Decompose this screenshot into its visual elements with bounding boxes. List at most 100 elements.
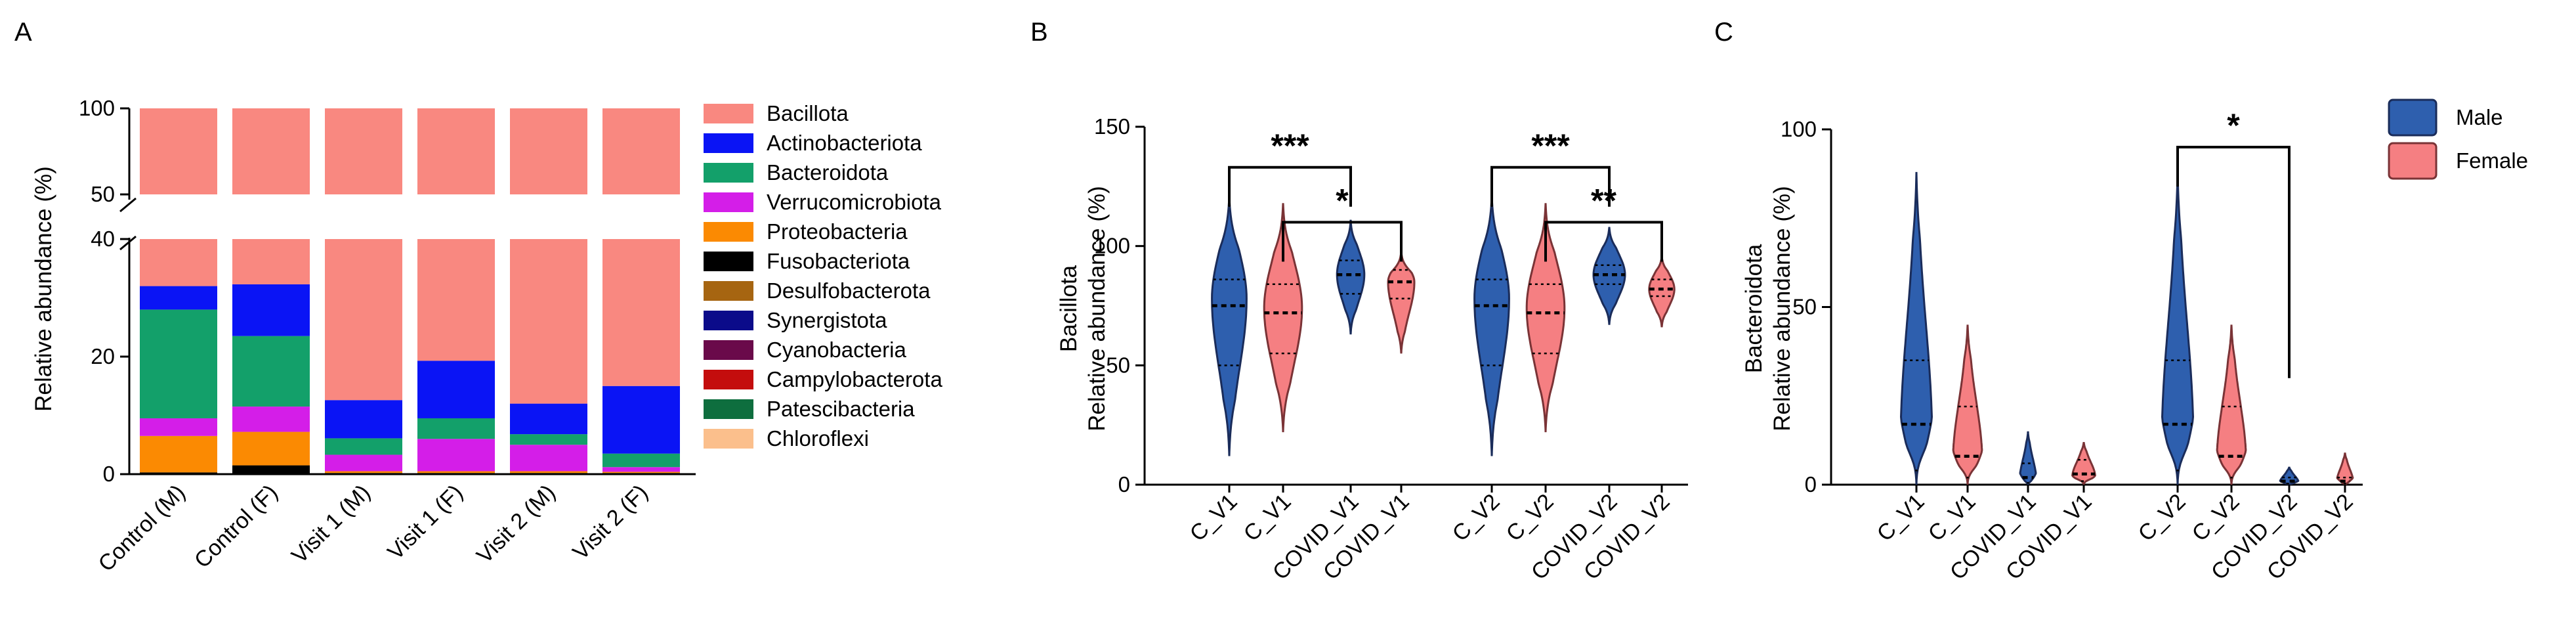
- bar-segment-verrucomicrobiota: [602, 467, 680, 472]
- panel-c-y-axis-label: Bacteroidota: [1741, 244, 1767, 373]
- violin-body: [1952, 324, 1983, 485]
- bar-segment-actinobacteriota: [140, 286, 217, 310]
- violin-male-covid_v2: [2279, 466, 2300, 486]
- violin-body: [1899, 171, 1933, 485]
- legend-swatch-fusobacteriota: [704, 252, 753, 271]
- significance-label: ***: [1531, 127, 1570, 164]
- bar-segment-bacteroidota: [417, 418, 495, 439]
- axis-break-mark: [119, 235, 137, 251]
- bar-segment-actinobacteriota: [232, 284, 310, 336]
- y-tick-label: 100: [79, 96, 115, 120]
- x-tick-label: Visit 1 (F): [383, 480, 467, 565]
- violin-female-covid_v1: [2071, 441, 2096, 485]
- violin-male-c_v2: [1473, 193, 1510, 456]
- bar-segment-actinobacteriota: [417, 361, 495, 418]
- legend-swatch-campylobacterota: [704, 370, 753, 389]
- significance-bracket: [1490, 165, 1611, 207]
- bar-segment-actinobacteriota: [602, 386, 680, 454]
- violin-male-covid_v1: [1336, 219, 1366, 335]
- bar-segment-bacillota-upper: [325, 108, 402, 194]
- legend-swatch-actinobacteriota: [704, 133, 753, 153]
- violin-female-c_v1: [1263, 203, 1303, 433]
- legend-swatch-chloroflexi: [704, 429, 753, 449]
- bar-segment-bacteroidota: [232, 336, 310, 407]
- panel-a-stacked-bar-chart: Relative abundance (%) Control (M) Contro…: [31, 96, 942, 577]
- bar-segment-bacillota-upper: [602, 108, 680, 194]
- x-tick-label: C_V2: [2134, 489, 2191, 546]
- legend-swatch-female: [2388, 142, 2438, 180]
- y-tick-label: 150: [1094, 114, 1130, 139]
- panel-c-y-axis-label-2: Relative abundance (%): [1769, 186, 1795, 431]
- y-tick-label: 100: [1781, 117, 1817, 141]
- violin-female-c_v2: [1525, 203, 1566, 433]
- bar-segment-verrucomicrobiota: [417, 439, 495, 472]
- y-tick-label: 50: [1106, 353, 1130, 377]
- panel-b-violin-chart: Bacillota Relative abundance (%) 0 50 100 1…: [1056, 114, 1688, 585]
- significance-bracket: [1282, 221, 1403, 262]
- bar-segment-bacteroidota: [510, 434, 587, 445]
- violin-male-c_v2: [2161, 171, 2195, 485]
- violin-body: [1648, 255, 1676, 328]
- x-tick-label: Visit 2 (M): [472, 480, 560, 569]
- bar-segment-bacillota-upper: [510, 108, 587, 194]
- legend-label-chloroflexi: Chloroflexi: [767, 426, 869, 451]
- panel-a-y-axis-label: Relative abundance (%): [31, 166, 56, 412]
- significance-bracket: [1544, 221, 1663, 262]
- violin-body: [2336, 452, 2354, 486]
- x-tick-label: C_V1: [1185, 489, 1242, 546]
- legend-label-cyanobacteria: Cyanobacteria: [767, 338, 906, 362]
- legend-label-actinobacteriota: Actinobacteriota: [767, 131, 922, 155]
- bar-segment-fusobacteriota: [232, 465, 310, 474]
- panel-b-y-axis-label-2: Relative abundance (%): [1084, 186, 1110, 431]
- legend-swatch-proteobacteria: [704, 222, 753, 242]
- violin-body: [1473, 193, 1510, 456]
- violin-body: [2161, 171, 2195, 485]
- bar-segment-proteobacteria: [140, 435, 217, 473]
- legend-label-campylobacterota: Campylobacterota: [767, 367, 942, 391]
- y-tick-label: 0: [1805, 472, 1817, 496]
- bar-segment-bacillota-upper: [140, 108, 217, 194]
- legend-label-verrucomicrobiota: Verrucomicrobiota: [767, 190, 942, 214]
- y-tick-label: 0: [1118, 472, 1130, 496]
- y-tick-label: 20: [91, 344, 115, 368]
- y-tick-label: 0: [103, 462, 115, 486]
- legend-swatch-bacillota: [704, 104, 753, 123]
- x-tick-label: Control (M): [94, 480, 190, 577]
- legend-label-bacteroidota: Bacteroidota: [767, 160, 889, 185]
- legend-swatch-cyanobacteria: [704, 340, 753, 360]
- violin-female-c_v1: [1952, 324, 1983, 485]
- bar-segment-bacillota: [232, 239, 310, 284]
- bar-segment-bacillota: [510, 239, 587, 404]
- significance-bracket: [2176, 146, 2291, 378]
- violin-male-c_v1: [1899, 171, 1933, 485]
- violin-body: [2071, 441, 2096, 485]
- bar-segment-bacteroidota: [140, 309, 217, 418]
- x-tick-label: C_V2: [1448, 489, 1505, 546]
- y-tick-label: 100: [1094, 234, 1130, 258]
- x-tick-label: Visit 1 (M): [287, 480, 375, 569]
- panel-letter-b: B: [1030, 18, 1048, 47]
- violin-body: [2216, 324, 2247, 485]
- violin-body: [1387, 250, 1416, 354]
- x-tick-label: C_V1: [1872, 489, 1930, 546]
- bar-segment-verrucomicrobiota: [510, 445, 587, 472]
- x-tick-label: Visit 2 (F): [568, 480, 652, 565]
- violin-body: [2019, 431, 2037, 489]
- bar-segment-bacteroidota: [325, 438, 402, 455]
- x-tick-label: C_V1: [1239, 489, 1296, 546]
- legend-swatch-verrucomicrobiota: [704, 192, 753, 212]
- legend-label-proteobacteria: Proteobacteria: [767, 219, 908, 244]
- violin-body: [1336, 219, 1366, 335]
- y-tick-label: 40: [91, 227, 115, 251]
- bar-segment-bacillota-upper: [417, 108, 495, 194]
- axis-break-mark: [119, 197, 137, 213]
- panel-b-y-axis-label: Bacillota: [1056, 265, 1082, 352]
- violin-body: [1263, 203, 1303, 433]
- legend-label-fusobacteriota: Fusobacteriota: [767, 249, 910, 273]
- violin-male-covid_v2: [1592, 227, 1626, 325]
- legend-swatch-bacteroidota: [704, 163, 753, 183]
- bar-segment-bacillota: [417, 239, 495, 361]
- bar-segment-verrucomicrobiota: [232, 407, 310, 432]
- legend-swatch-desulfobacterota: [704, 281, 753, 301]
- violin-body: [1525, 203, 1566, 433]
